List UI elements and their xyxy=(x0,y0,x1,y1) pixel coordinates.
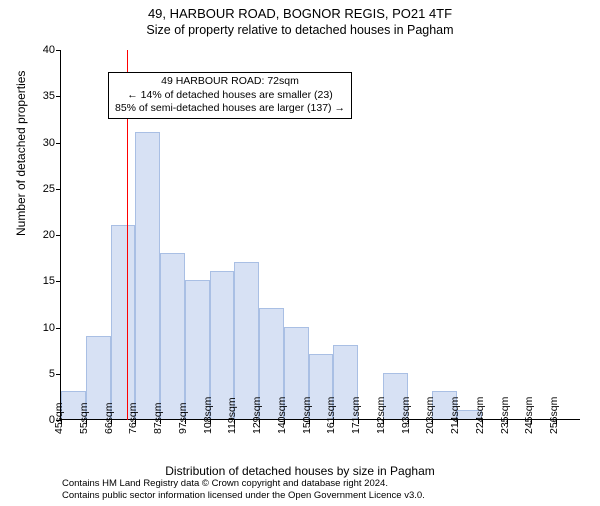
y-tick-label: 20 xyxy=(27,229,55,241)
x-axis-label: Distribution of detached houses by size … xyxy=(0,464,600,478)
histogram-bar xyxy=(111,225,136,419)
credit-line2: Contains public sector information licen… xyxy=(62,490,425,502)
histogram-bar xyxy=(135,132,160,419)
y-tick-label: 10 xyxy=(27,322,55,334)
y-axis-label: Number of detached properties xyxy=(14,71,28,236)
annotation-line2: ← 14% of detached houses are smaller (23… xyxy=(115,89,345,103)
y-tick-label: 0 xyxy=(27,414,55,426)
histogram-bar xyxy=(160,253,185,420)
y-tick-label: 15 xyxy=(27,275,55,287)
chart-title-sub: Size of property relative to detached ho… xyxy=(0,23,600,37)
chart-title-main: 49, HARBOUR ROAD, BOGNOR REGIS, PO21 4TF xyxy=(0,6,600,21)
annotation-line3: 85% of semi-detached houses are larger (… xyxy=(115,102,345,116)
annotation-line1: 49 HARBOUR ROAD: 72sqm xyxy=(115,75,345,89)
y-tick-label: 30 xyxy=(27,137,55,149)
credit-line1: Contains HM Land Registry data © Crown c… xyxy=(62,478,425,490)
histogram-bar xyxy=(234,262,259,419)
y-tick-label: 5 xyxy=(27,368,55,380)
credit-text: Contains HM Land Registry data © Crown c… xyxy=(62,478,425,502)
y-tick-label: 35 xyxy=(27,90,55,102)
y-tick-label: 40 xyxy=(27,44,55,56)
y-tick-label: 25 xyxy=(27,183,55,195)
annotation-box: 49 HARBOUR ROAD: 72sqm ← 14% of detached… xyxy=(108,72,352,119)
chart-area: 051015202530354045sqm55sqm66sqm76sqm87sq… xyxy=(60,50,580,420)
